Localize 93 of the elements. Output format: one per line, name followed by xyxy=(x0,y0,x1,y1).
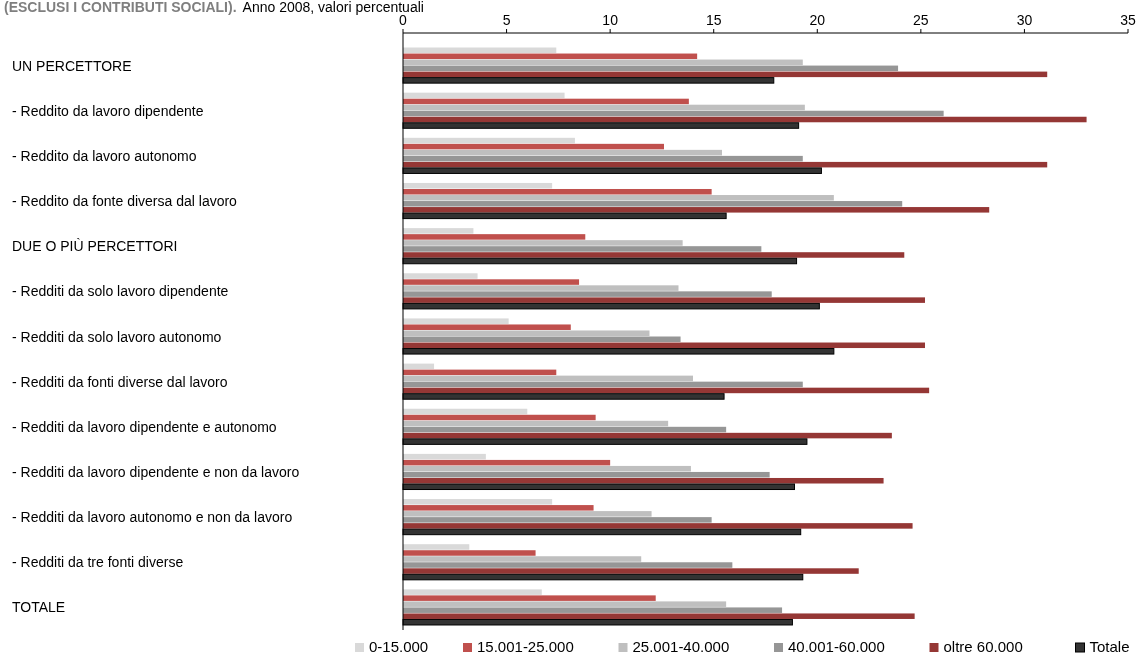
bar xyxy=(403,195,834,201)
bar xyxy=(403,601,727,607)
bar xyxy=(403,336,681,343)
bar xyxy=(403,369,557,376)
bar xyxy=(403,414,596,421)
bar xyxy=(403,207,990,213)
bar xyxy=(403,432,892,439)
bar xyxy=(403,71,1048,78)
bar xyxy=(403,453,486,460)
bar xyxy=(403,330,650,336)
legend-label: oltre 60.000 xyxy=(943,638,1023,655)
bar xyxy=(403,137,575,144)
y-tick-label: - Redditi da solo lavoro autonomo xyxy=(12,328,222,345)
text: (ESCLUSI I CONTRIBUTI SOCIALI). xyxy=(4,0,237,15)
bar xyxy=(403,408,528,415)
bar xyxy=(403,589,542,595)
bar xyxy=(403,189,712,195)
bar xyxy=(403,420,669,427)
x-tick-label: 35 xyxy=(1120,12,1136,28)
x-tick-label: 5 xyxy=(502,12,511,28)
bar xyxy=(403,459,611,466)
bar xyxy=(403,562,733,568)
bar xyxy=(403,110,944,117)
legend-label: 25.001-40.000 xyxy=(632,638,730,655)
y-tick-label: - Redditi da fonti diverse dal lavoro xyxy=(12,373,228,390)
bar xyxy=(403,59,803,66)
bar xyxy=(403,149,722,156)
bar xyxy=(403,161,1048,168)
bar xyxy=(403,252,905,258)
chart-subtitle: Anno 2008, valori percentuali xyxy=(242,0,424,15)
bar xyxy=(403,104,805,111)
bar xyxy=(403,318,509,324)
bar xyxy=(403,568,859,574)
bar xyxy=(403,613,915,619)
bar xyxy=(403,285,679,291)
bar xyxy=(403,499,553,505)
bar xyxy=(403,47,557,54)
x-tick-label: 30 xyxy=(1016,12,1033,28)
x-tick-label: 0 xyxy=(399,12,408,28)
bar xyxy=(403,240,683,246)
bar xyxy=(403,65,899,72)
y-tick-label: - Reddito da fonte diversa dal lavoro xyxy=(12,193,238,210)
bar xyxy=(403,291,772,297)
bar xyxy=(403,381,803,388)
x-tick-label: 15 xyxy=(705,12,722,28)
bar xyxy=(403,523,913,529)
legend-label: 15.001-25.000 xyxy=(477,638,574,655)
bar xyxy=(403,517,712,523)
bar xyxy=(403,465,691,472)
bar xyxy=(403,556,642,562)
y-tick-label: - Reddito da lavoro dipendente xyxy=(12,102,204,119)
y-tick-label: UN PERCETTORE xyxy=(12,57,132,74)
bar xyxy=(403,279,580,285)
bar xyxy=(403,246,762,252)
bar xyxy=(403,607,783,613)
bar xyxy=(403,116,1087,123)
x-tick-label: 10 xyxy=(602,12,619,28)
legend-label: Totale xyxy=(1089,638,1130,655)
bar xyxy=(403,471,770,478)
y-tick-label: TOTALE xyxy=(12,599,66,616)
bar xyxy=(403,201,903,207)
legend-label: 0-15.000 xyxy=(369,638,429,655)
bar xyxy=(403,477,884,484)
bar xyxy=(403,273,478,279)
bar xyxy=(403,505,594,511)
bar xyxy=(403,387,930,394)
bar xyxy=(403,342,925,349)
y-tick-label: - Redditi da solo lavoro dipendente xyxy=(12,283,229,300)
bar xyxy=(403,511,652,517)
bar xyxy=(403,155,803,162)
bar xyxy=(403,182,553,189)
bar xyxy=(403,550,536,556)
bar xyxy=(403,92,565,99)
bar xyxy=(403,53,698,60)
legend-label: 40.001-60.000 xyxy=(788,638,885,655)
y-tick-label: - Redditi da tre fonti diverse xyxy=(12,554,184,571)
bar xyxy=(403,375,693,382)
bar xyxy=(403,234,586,240)
bar xyxy=(403,98,689,105)
bar xyxy=(403,426,727,433)
bar xyxy=(403,297,925,303)
x-tick-label: 20 xyxy=(809,12,826,28)
y-tick-label: - Redditi da lavoro dipendente e autonomo xyxy=(12,418,277,435)
bar xyxy=(403,143,664,150)
y-tick-label: DUE O PIÙ PERCETTORI xyxy=(12,238,178,255)
x-tick-label: 25 xyxy=(913,12,929,28)
bar xyxy=(403,228,474,234)
bar xyxy=(403,324,571,330)
y-tick-label: - Reddito da lavoro autonomo xyxy=(12,147,197,164)
bar xyxy=(403,595,656,601)
y-tick-label: - Redditi da lavoro autonomo e non da lavoro xyxy=(12,509,293,526)
y-tick-label: - Redditi da lavoro dipendente e non da lavoro xyxy=(12,463,300,480)
bar xyxy=(403,544,470,550)
